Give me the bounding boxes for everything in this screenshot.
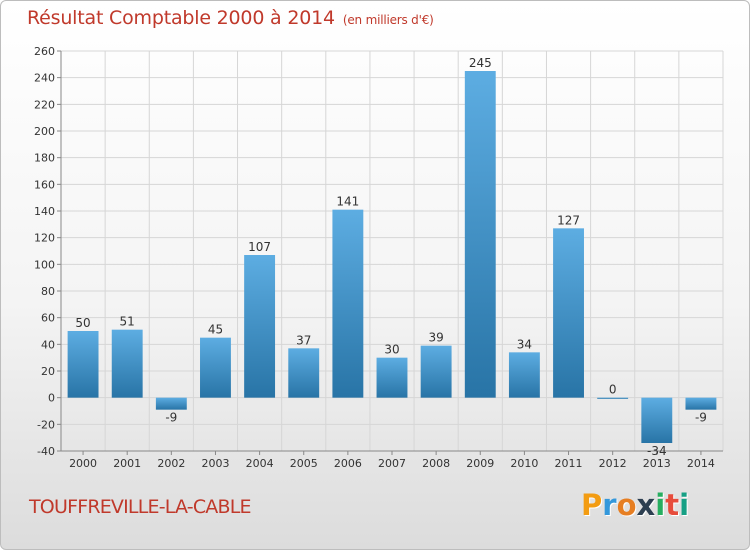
y-tick-label: 20 [41,365,55,378]
bar [288,348,320,398]
y-tick-label: 60 [41,312,55,325]
logo-letter: x [636,488,656,522]
proxiti-logo: Proxiti [581,488,689,522]
bar [597,397,629,399]
grid-lines [60,50,724,452]
data-label: -34 [647,444,667,458]
data-label: -9 [165,411,177,425]
data-label: 50 [75,316,90,330]
bar [244,255,276,398]
bar [553,228,584,398]
bar [200,337,231,398]
data-label: -9 [695,411,707,425]
x-tick-label: 2008 [422,457,450,470]
y-tick-label: 240 [34,72,55,85]
data-labels: 50 51 -9 45 107 37 141 30 39 245 34 127 0 -34 -9 [75,56,706,458]
bar [420,345,452,398]
x-tick-label: 2005 [290,457,318,470]
bar [464,71,496,398]
bar [332,209,364,398]
data-label: 0 [609,383,617,397]
x-tick-label: 2014 [687,457,715,470]
chart-title-text: Résultat Comptable 2000 à 2014 [27,7,335,29]
y-tick-label: 80 [41,285,55,298]
x-tick-label: 2002 [157,457,185,470]
y-tick-label: 40 [41,338,55,351]
x-tick-label: 2001 [113,457,141,470]
y-tick-label: 0 [48,392,55,405]
logo-letter: P [581,488,603,522]
x-tick-label: 2011 [555,457,583,470]
data-label: 39 [428,331,443,345]
axes: -40 -20 0 20 40 60 80 100 120 140 160 180 200 220 240 2… [34,45,723,470]
y-tick-label: 260 [34,45,55,58]
bar [685,397,717,410]
chart-title: Résultat Comptable 2000 à 2014 (en millie… [27,7,434,29]
x-tick-label: 2006 [334,457,362,470]
y-tick-label: -20 [37,418,55,431]
bar [111,329,143,398]
x-tick-label: 2004 [246,457,274,470]
data-label: 34 [517,337,532,351]
logo-letter: o [616,488,637,522]
logo-letter: i [655,488,666,522]
logo-letter: i [679,488,690,522]
logo-letter: t [665,488,680,522]
y-tick-label: 140 [34,205,55,218]
y-tick-label: 120 [34,232,55,245]
data-label: 30 [384,343,399,357]
x-tick-label: 2007 [378,457,406,470]
data-label: 51 [120,315,135,329]
data-label: 45 [208,323,223,337]
data-label: 245 [469,56,492,70]
data-label: 107 [248,240,271,254]
y-tick-label: 100 [34,258,55,271]
y-tick-label: 180 [34,152,55,165]
y-tick-label: -40 [37,445,55,458]
town-name: TOUFFREVILLE-LA-CABLE [29,496,252,518]
x-tick-label: 2009 [466,457,494,470]
data-label: 37 [296,333,311,347]
x-tick-label: 2013 [643,457,671,470]
y-tick-label: 220 [34,98,55,111]
logo-letter: r [602,488,617,522]
y-tick-label: 160 [34,178,55,191]
x-tick-label: 2010 [510,457,538,470]
bar [155,397,187,410]
data-label: 127 [557,213,580,227]
bar [376,357,408,398]
x-tick-label: 2012 [599,457,627,470]
x-tick-label: 2003 [201,457,229,470]
bar [641,397,673,443]
y-tick-label: 200 [34,125,55,138]
x-tick-label: 2000 [69,457,97,470]
bar [508,352,540,398]
bars [67,71,717,443]
unit-note: (en milliers d'€) [342,13,434,27]
bar [67,331,99,398]
data-label: 141 [336,195,359,209]
